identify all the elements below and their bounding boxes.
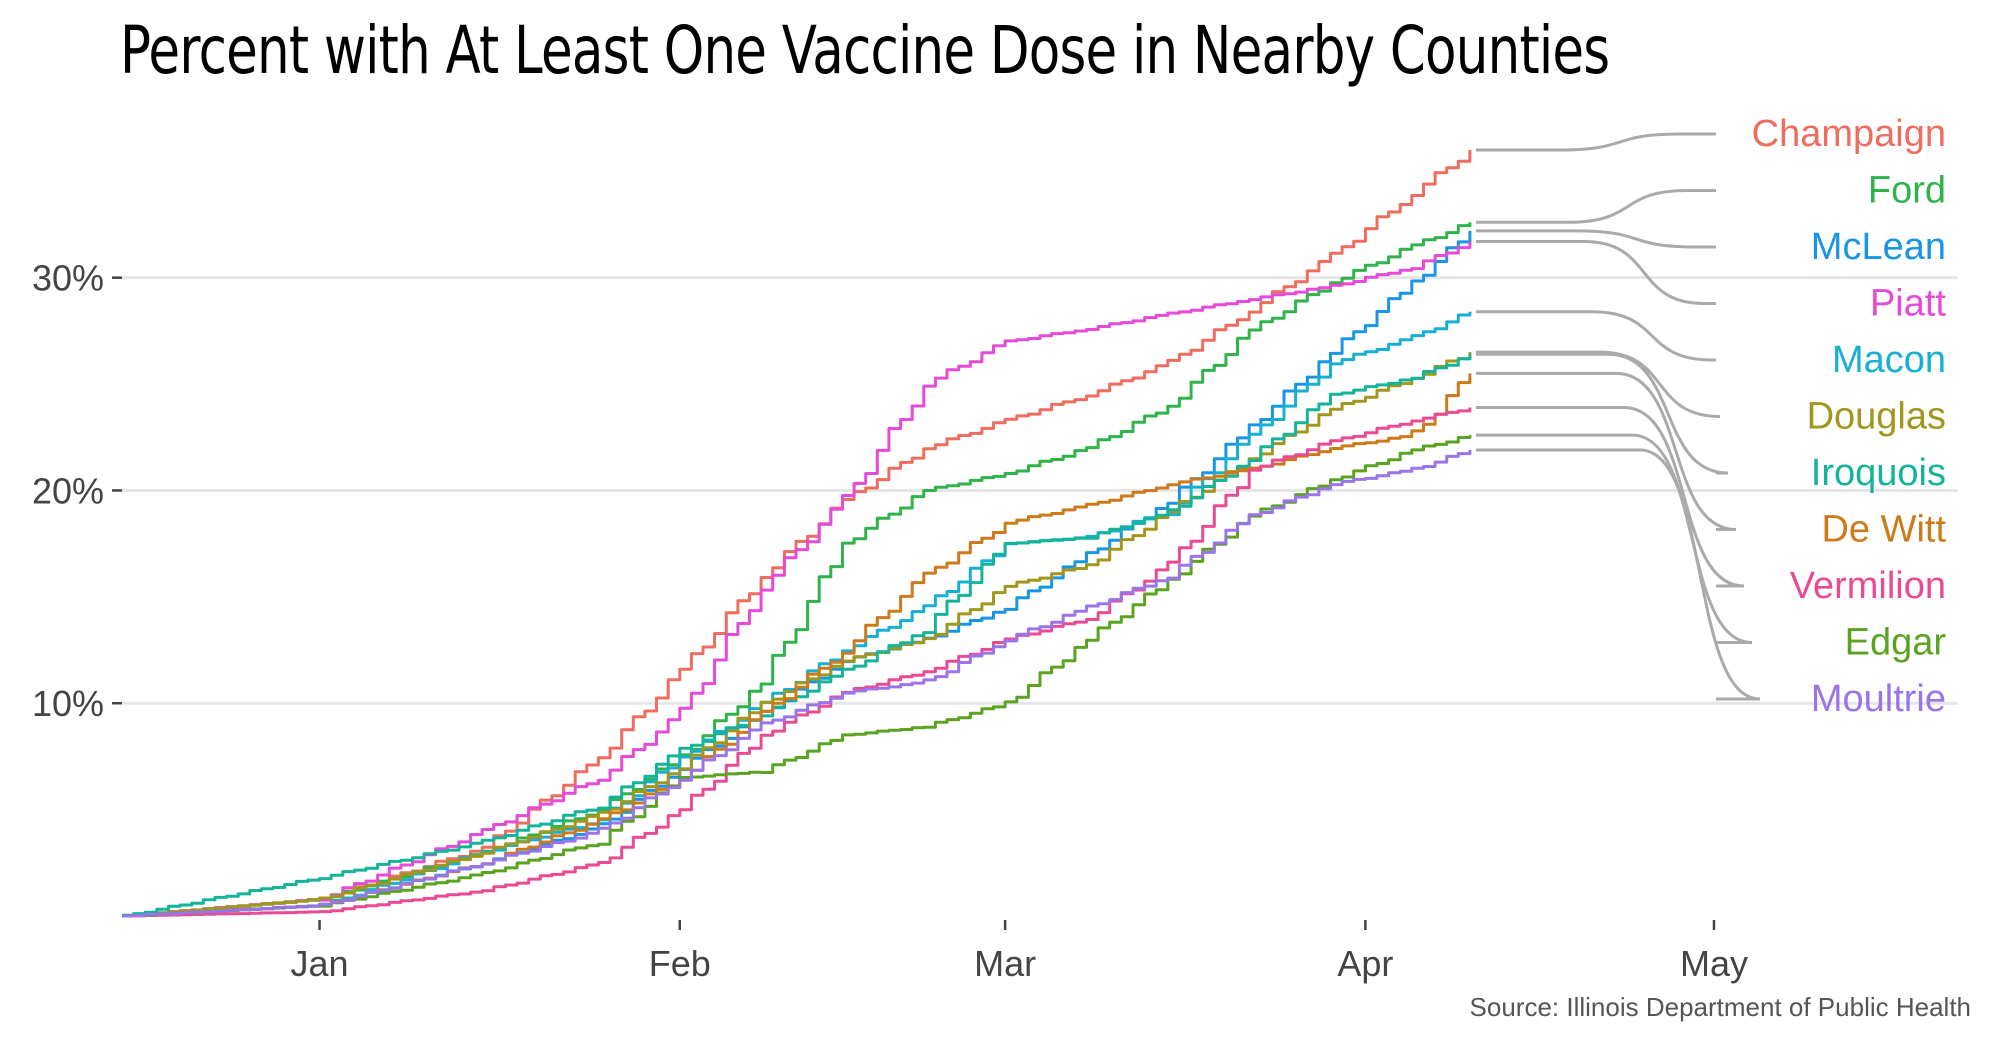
x-tick-label: Jan: [291, 943, 349, 984]
series-label-de-witt: De Witt: [1821, 509, 1946, 551]
label-connector-edgar: [1475, 433, 1753, 644]
series-line-ford: [122, 222, 1472, 918]
series-label-champaign: Champaign: [1752, 113, 1946, 155]
series-label-edgar: Edgar: [1845, 622, 1947, 664]
y-tick-label: 20%: [32, 470, 104, 511]
series-line-vermilion: [122, 407, 1472, 918]
label-connector-piatt: [1475, 240, 1716, 305]
series-line-mclean: [122, 230, 1472, 918]
label-connector-vermilion: [1475, 406, 1745, 588]
series-line-champaign: [122, 150, 1472, 918]
series-line-piatt: [122, 241, 1472, 918]
label-connector-de-witt: [1475, 371, 1737, 531]
y-tick-label: 30%: [32, 258, 104, 299]
series-line-moultrie: [122, 450, 1472, 918]
label-connectors: [1475, 132, 1761, 701]
gridlines: [122, 276, 1958, 705]
series-lines: [122, 150, 1472, 918]
series-label-mclean: McLean: [1811, 226, 1946, 268]
y-tick-label: 10%: [32, 683, 104, 724]
series-label-piatt: Piatt: [1870, 283, 1946, 325]
x-tick-label: Mar: [974, 943, 1036, 984]
label-connector-ford: [1475, 189, 1716, 224]
series-line-macon: [122, 311, 1472, 918]
x-axis: Jan Feb Mar Apr May: [291, 920, 1748, 984]
label-connector-macon: [1475, 310, 1716, 362]
series-label-moultrie: Moultrie: [1811, 678, 1946, 720]
x-tick-label: Apr: [1337, 943, 1393, 984]
series-labels: Champaign Ford McLean Piatt Macon Douglas Iroq…: [1752, 113, 1947, 720]
y-axis: 10% 20% 30%: [32, 258, 122, 724]
label-connector-mclean: [1475, 229, 1716, 249]
x-tick-label: May: [1680, 943, 1748, 984]
source-note: Source: Illinois Department of Public He…: [1469, 992, 1971, 1022]
series-label-ford: Ford: [1868, 170, 1946, 212]
chart-title: Percent with At Least One Vaccine Dose i…: [120, 12, 1610, 89]
label-connector-champaign: [1475, 132, 1716, 152]
x-tick-label: Feb: [649, 943, 711, 984]
series-line-edgar: [122, 435, 1472, 918]
label-connector-moultrie: [1475, 448, 1761, 701]
series-label-vermilion: Vermilion: [1790, 565, 1946, 607]
series-label-douglas: Douglas: [1807, 396, 1946, 438]
series-label-iroquois: Iroquois: [1811, 452, 1946, 494]
series-label-macon: Macon: [1832, 339, 1946, 381]
label-connector-iroquois: [1475, 352, 1729, 475]
